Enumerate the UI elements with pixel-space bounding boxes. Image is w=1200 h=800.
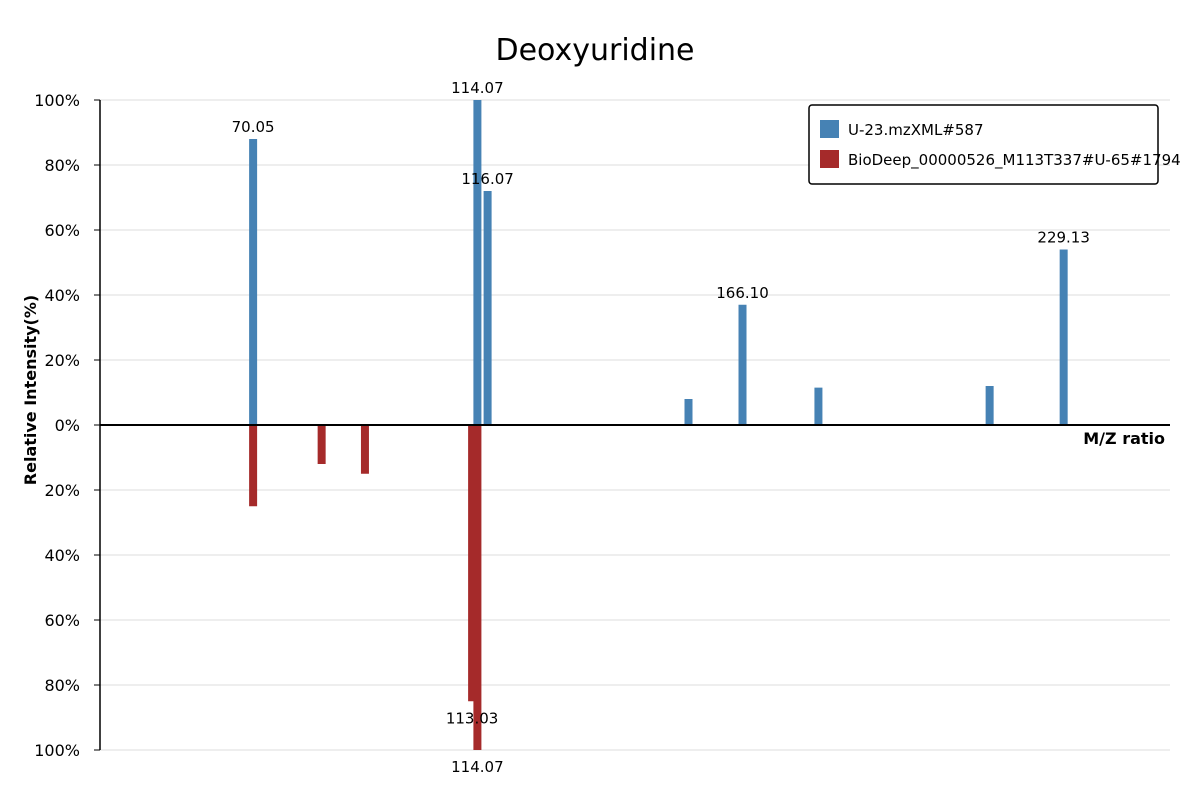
legend-box	[808, 104, 1159, 185]
bar-label-s1-0: 70.05	[232, 118, 275, 136]
bar-labels: 70.05 114.07 116.07 166.10 229.13 113.03 114.0…	[232, 79, 1090, 776]
bar-label-s1-1: 114.07	[451, 79, 504, 97]
legend-label-series-2: BioDeep_00000526_M113T337#U-65#1794	[848, 151, 1181, 170]
y-tick-label-10: 100%	[34, 741, 80, 760]
bar-s1-2	[483, 191, 492, 425]
bar-s2-1	[317, 425, 326, 464]
bar-s2-2	[360, 425, 369, 474]
bar-s2-4	[473, 425, 482, 750]
legend-swatch-series-1	[820, 120, 839, 138]
legend-swatch-series-2	[820, 150, 839, 168]
bar-label-s1-2: 116.07	[461, 170, 514, 188]
grid-lines	[100, 99, 1170, 751]
bar-label-s1-4: 166.10	[716, 284, 769, 302]
bar-s2-0	[249, 425, 258, 507]
y-tick-label-9: 80%	[44, 676, 80, 695]
chart-title: Deoxyuridine	[495, 33, 694, 68]
bar-s1-4	[738, 304, 747, 425]
y-tick-label-7: 40%	[44, 546, 80, 565]
y-ticks: 100% 80% 60% 40% 20% 0% 20% 40% 60% 80% 100%	[34, 91, 100, 760]
y-tick-label-0: 100%	[34, 91, 80, 110]
bar-s1-0	[249, 139, 258, 425]
bars	[249, 100, 1068, 750]
y-tick-label-6: 20%	[44, 481, 80, 500]
y-tick-label-4: 20%	[44, 351, 80, 370]
bar-s1-5	[814, 387, 823, 425]
legend: U-23.mzXML#587 BioDeep_00000526_M113T337…	[808, 104, 1181, 185]
y-tick-label-2: 60%	[44, 221, 80, 240]
bar-s1-6	[985, 386, 994, 425]
x-axis-title: M/Z ratio	[1083, 429, 1165, 448]
bar-label-s1-7: 229.13	[1037, 229, 1090, 247]
bar-s1-3	[684, 399, 693, 425]
bar-s2-3	[468, 425, 477, 702]
axes	[99, 100, 1170, 750]
y-tick-label-1: 80%	[44, 156, 80, 175]
bar-label-s2-3: 113.03	[446, 709, 499, 727]
bar-s1-1	[473, 100, 482, 425]
legend-label-series-1: U-23.mzXML#587	[848, 121, 984, 139]
y-tick-label-8: 60%	[44, 611, 80, 630]
y-axis-title: Relative Intensity(%)	[21, 295, 40, 485]
y-tick-label-3: 40%	[44, 286, 80, 305]
bar-s1-7	[1059, 249, 1068, 425]
bar-label-s2-4: 114.07	[451, 758, 504, 776]
y-tick-label-5: 0%	[55, 416, 80, 435]
